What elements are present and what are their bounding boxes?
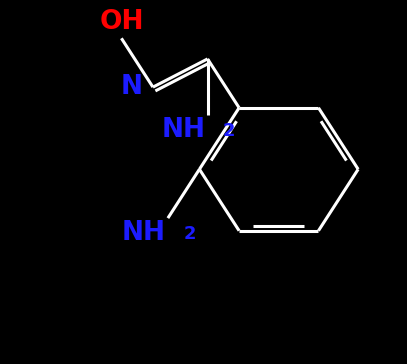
Text: NH: NH xyxy=(122,220,166,246)
Text: 2: 2 xyxy=(223,122,236,140)
Text: 2: 2 xyxy=(183,225,196,243)
Text: OH: OH xyxy=(99,9,144,35)
Text: N: N xyxy=(121,74,143,100)
Text: NH: NH xyxy=(162,117,206,143)
